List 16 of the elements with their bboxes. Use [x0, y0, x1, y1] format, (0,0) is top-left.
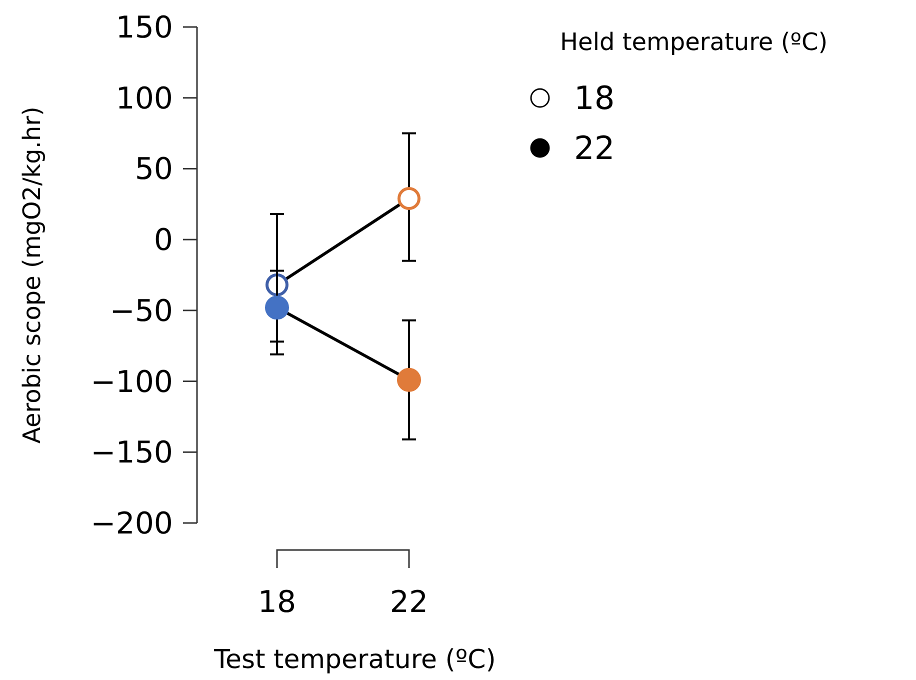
y-axis-title: Aerobic scope (mgO2/kg.hr)	[18, 106, 46, 444]
legend-label: 18	[574, 79, 615, 118]
legend-label: 22	[574, 129, 615, 168]
point	[265, 296, 289, 320]
y-tick-label: 50	[134, 152, 173, 188]
y-tick-label: 0	[154, 223, 173, 258]
legend-title: Held temperature (ºC)	[560, 28, 828, 56]
x-axis-title: Test temperature (ºC)	[213, 645, 496, 675]
y-tick-label: −100	[90, 364, 173, 400]
y-tick-label: 100	[116, 81, 173, 116]
y-tick-label: −200	[90, 506, 173, 542]
point	[398, 186, 420, 210]
y-tick-label: 150	[116, 10, 173, 46]
y-tick-label: −150	[90, 436, 173, 471]
point	[397, 368, 421, 392]
y-tick-label: −50	[110, 294, 173, 329]
